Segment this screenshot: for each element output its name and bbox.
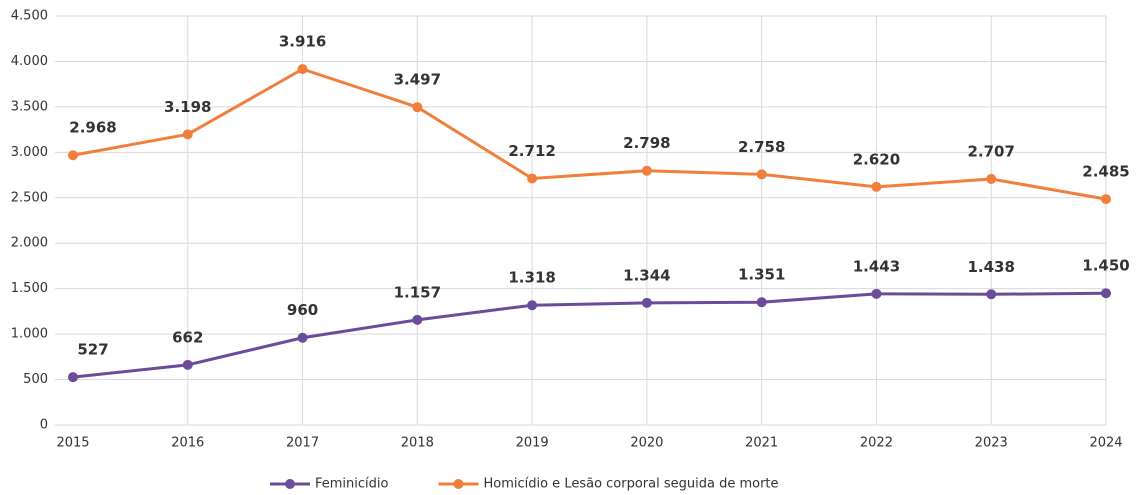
data-label: 2.485 bbox=[1082, 163, 1129, 181]
point bbox=[986, 289, 997, 300]
line bbox=[72, 67, 1107, 201]
y-tick-label: 1.500 bbox=[11, 281, 48, 296]
point bbox=[527, 173, 538, 184]
data-label: 1.351 bbox=[738, 266, 785, 284]
x-tick-label: 2023 bbox=[975, 436, 1008, 451]
y-tick-label: 500 bbox=[23, 372, 48, 387]
data-label: 2.707 bbox=[967, 142, 1014, 160]
data-label: 1.344 bbox=[623, 266, 670, 284]
point bbox=[756, 297, 767, 308]
data-label: 2.712 bbox=[508, 142, 555, 160]
point bbox=[412, 314, 423, 325]
point bbox=[1101, 194, 1111, 205]
point bbox=[412, 102, 423, 113]
data-label: 3.916 bbox=[279, 33, 326, 51]
point bbox=[182, 359, 193, 370]
point bbox=[297, 332, 308, 343]
x-tick-label: 2017 bbox=[286, 436, 319, 451]
data-label: 1.157 bbox=[394, 283, 441, 301]
data-label: 1.438 bbox=[967, 258, 1014, 276]
data-label: 2.968 bbox=[69, 119, 116, 137]
data-label: 3.198 bbox=[164, 98, 211, 116]
point bbox=[527, 300, 538, 311]
data-label: 2.798 bbox=[623, 134, 670, 152]
legend-label: Homicídio e Lesão corporal seguida de mo… bbox=[483, 477, 778, 492]
point bbox=[1101, 288, 1111, 299]
data-label: 527 bbox=[77, 341, 108, 359]
y-tick-label: 4.500 bbox=[11, 9, 48, 24]
data-label: 1.443 bbox=[853, 257, 900, 275]
data-label: 2.758 bbox=[738, 138, 785, 156]
x-tick-label: 2015 bbox=[56, 436, 89, 451]
data-label: 662 bbox=[172, 328, 203, 346]
point bbox=[871, 288, 882, 299]
data-label: 1.450 bbox=[1082, 257, 1129, 275]
x-tick-label: 2019 bbox=[516, 436, 549, 451]
data-label: 3.497 bbox=[394, 71, 441, 89]
point bbox=[986, 173, 997, 184]
data-label: 960 bbox=[287, 301, 318, 319]
point bbox=[297, 64, 308, 75]
point bbox=[756, 169, 767, 180]
x-tick-label: 2020 bbox=[630, 436, 663, 451]
legend-marker bbox=[453, 479, 464, 489]
y-tick-label: 4.000 bbox=[11, 54, 48, 69]
point bbox=[641, 165, 652, 176]
line bbox=[72, 291, 1107, 379]
data-label: 2.620 bbox=[853, 150, 900, 168]
data-label: 1.318 bbox=[508, 269, 555, 287]
point bbox=[68, 150, 78, 161]
x-tick-label: 2024 bbox=[1089, 436, 1122, 451]
x-tick-label: 2016 bbox=[171, 436, 204, 451]
legend-marker bbox=[285, 479, 295, 489]
x-tick-label: 2021 bbox=[745, 436, 778, 451]
point bbox=[641, 297, 652, 308]
point bbox=[182, 129, 193, 140]
y-tick-label: 3.000 bbox=[11, 145, 48, 160]
y-tick-label: 0 bbox=[40, 418, 48, 433]
y-tick-label: 1.000 bbox=[11, 327, 48, 342]
x-tick-label: 2022 bbox=[860, 436, 893, 451]
y-tick-label: 2.500 bbox=[11, 190, 48, 205]
point bbox=[871, 181, 882, 192]
x-tick-label: 2018 bbox=[401, 436, 434, 451]
y-tick-label: 2.000 bbox=[11, 236, 48, 251]
y-tick-label: 3.500 bbox=[11, 99, 48, 114]
point bbox=[68, 372, 78, 383]
legend-label: Feminicídio bbox=[315, 477, 389, 492]
